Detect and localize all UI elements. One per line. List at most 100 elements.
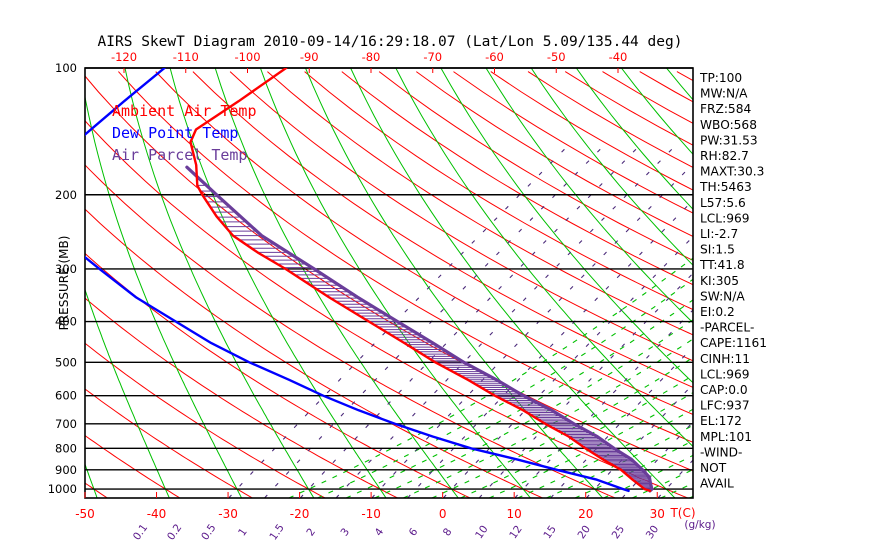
top-temp-tick-label: -80 xyxy=(362,50,381,64)
dry-adiabat-line xyxy=(85,388,253,498)
parameter-item: LI:-2.7 xyxy=(700,227,738,241)
pressure-tick-label: 500 xyxy=(55,355,77,369)
parameter-item: MW:N/A xyxy=(700,87,748,101)
dry-adiabat-line xyxy=(85,482,108,498)
bottom-temp-tick-label: -20 xyxy=(290,507,310,521)
top-temp-tick-label: -120 xyxy=(111,50,137,64)
parameter-item: PW:31.53 xyxy=(700,133,758,147)
mixing-ratio-line xyxy=(431,356,693,498)
parameter-item: NOT xyxy=(700,461,727,475)
pressure-tick-label: 1000 xyxy=(48,482,77,496)
parameter-item: KI:305 xyxy=(700,274,739,288)
moist-adiabat-line xyxy=(530,68,693,266)
parameter-item: EI:0.2 xyxy=(700,305,735,319)
mixing-ratio-tick-label: 30 xyxy=(644,523,662,541)
mixing-ratio-tick-label: 3 xyxy=(339,526,353,538)
moist-adiabat-line xyxy=(847,68,870,498)
parameter-item: -PARCEL- xyxy=(700,321,754,335)
top-temp-tick-label: -90 xyxy=(300,50,319,64)
mixing-ratio-line xyxy=(861,241,870,498)
moist-adiabat-line xyxy=(350,68,676,498)
pressure-tick-label: 600 xyxy=(55,389,77,403)
dry-adiabat-line xyxy=(229,71,693,362)
parameter-item: LFC:937 xyxy=(700,399,750,413)
y-axis-title: PRESSURE (MB) xyxy=(57,236,71,331)
parameter-item: AVAIL xyxy=(700,477,734,491)
parameter-item: WBO:568 xyxy=(700,118,757,132)
secondary-dashed-line xyxy=(264,141,608,498)
top-temp-tick-label: -40 xyxy=(609,50,628,64)
parameter-item: -WIND- xyxy=(700,445,742,459)
moist-adiabat-line xyxy=(395,68,693,448)
pressure-tick-label: 200 xyxy=(55,188,77,202)
mixing-ratio-tick-label: 8 xyxy=(441,526,455,538)
mixing-ratio-line xyxy=(374,319,693,498)
pressure-tick-label: 900 xyxy=(55,463,77,477)
dry-adiabat-line xyxy=(85,434,181,498)
pressure-tick-label: 400 xyxy=(55,315,77,329)
mixing-ratio-tick-label: 15 xyxy=(541,523,559,541)
dry-adiabat-line xyxy=(378,71,693,261)
dry-adiabat-line xyxy=(341,71,693,286)
moist-adiabat-line xyxy=(305,68,604,498)
mixing-ratio-tick-label: 4 xyxy=(373,526,387,539)
chart-title: AIRS SkewT Diagram 2010-09-14/16:29:18.0… xyxy=(98,34,683,50)
dry-adiabat-line xyxy=(304,71,693,311)
parameter-item: EL:172 xyxy=(700,414,742,428)
pressure-tick-label: 100 xyxy=(55,61,77,75)
pressure-tick-label: 300 xyxy=(55,262,77,276)
dry-adiabat-line xyxy=(85,297,398,498)
mixing-ratio-line xyxy=(488,391,693,498)
mixing-ratio-tick-label: 1.5 xyxy=(267,522,286,543)
dry-adiabat-line xyxy=(0,72,35,498)
parameter-item: MPL:101 xyxy=(700,430,752,444)
parameter-item: SI:1.5 xyxy=(700,243,735,257)
bottom-temp-tick-label: -10 xyxy=(361,507,381,521)
parameter-item: FRZ:584 xyxy=(700,102,751,116)
dry-adiabat-line xyxy=(155,71,693,415)
cape-hatch-layer xyxy=(196,179,652,490)
parameter-item: L57:5.6 xyxy=(700,196,746,210)
moist-adiabat-line xyxy=(802,68,870,498)
parameter-item: TT:41.8 xyxy=(699,258,745,272)
top-temp-tick-label: -100 xyxy=(234,50,260,64)
pressure-tick-label: 800 xyxy=(55,441,77,455)
mixing-ratio-tick-label: 2 xyxy=(304,526,318,538)
legend-item-3: Air Parcel Temp xyxy=(112,146,247,164)
mixing-ratio-line xyxy=(403,338,693,498)
dry-adiabat-line xyxy=(751,72,870,383)
secondary-dashed-line xyxy=(478,272,693,498)
bottom-temp-tick-label: 0 xyxy=(439,507,447,521)
secondary-dashed-line xyxy=(765,142,870,498)
secondary-dashed-line xyxy=(837,142,870,498)
parameter-item: SW:N/A xyxy=(700,289,745,303)
parcel-temp-curve xyxy=(185,165,654,493)
top-temp-tick-label: -70 xyxy=(423,50,442,64)
grid-layer xyxy=(0,68,870,498)
dry-adiabat-line xyxy=(85,342,326,498)
mixing-ratio-tick-label: 20 xyxy=(576,523,594,541)
parameter-item: LCL:969 xyxy=(700,367,749,381)
mixing-ratio-tick-label: 1 xyxy=(236,526,250,538)
mixing-ratio-tick-label: 0.2 xyxy=(165,522,184,543)
parameter-item: MAXT:30.3 xyxy=(700,165,764,179)
legend-item-2: Dew Point Temp xyxy=(112,124,238,142)
moist-adiabat-line xyxy=(85,288,170,498)
mixing-ratio-line xyxy=(517,408,693,498)
x-axis-mixratio-title: (g/kg) xyxy=(684,519,715,531)
mixing-ratio-tick-label: 6 xyxy=(407,526,421,539)
moist-adiabat-line xyxy=(169,68,387,498)
dry-adiabat-line xyxy=(267,71,693,336)
x-axis-temp-title: T(C) xyxy=(669,506,695,520)
dry-adiabat-line xyxy=(85,252,471,498)
bottom-temp-tick-label: 20 xyxy=(578,507,593,521)
dry-adiabat-line xyxy=(192,71,693,388)
parameter-item: CINH:11 xyxy=(700,352,750,366)
top-temp-tick-label: -60 xyxy=(485,50,504,64)
mixing-ratio-tick-label: 25 xyxy=(610,523,628,541)
top-temp-tick-label: -110 xyxy=(173,50,199,64)
dry-adiabat-line xyxy=(85,208,543,498)
moist-adiabat-line xyxy=(124,68,315,498)
